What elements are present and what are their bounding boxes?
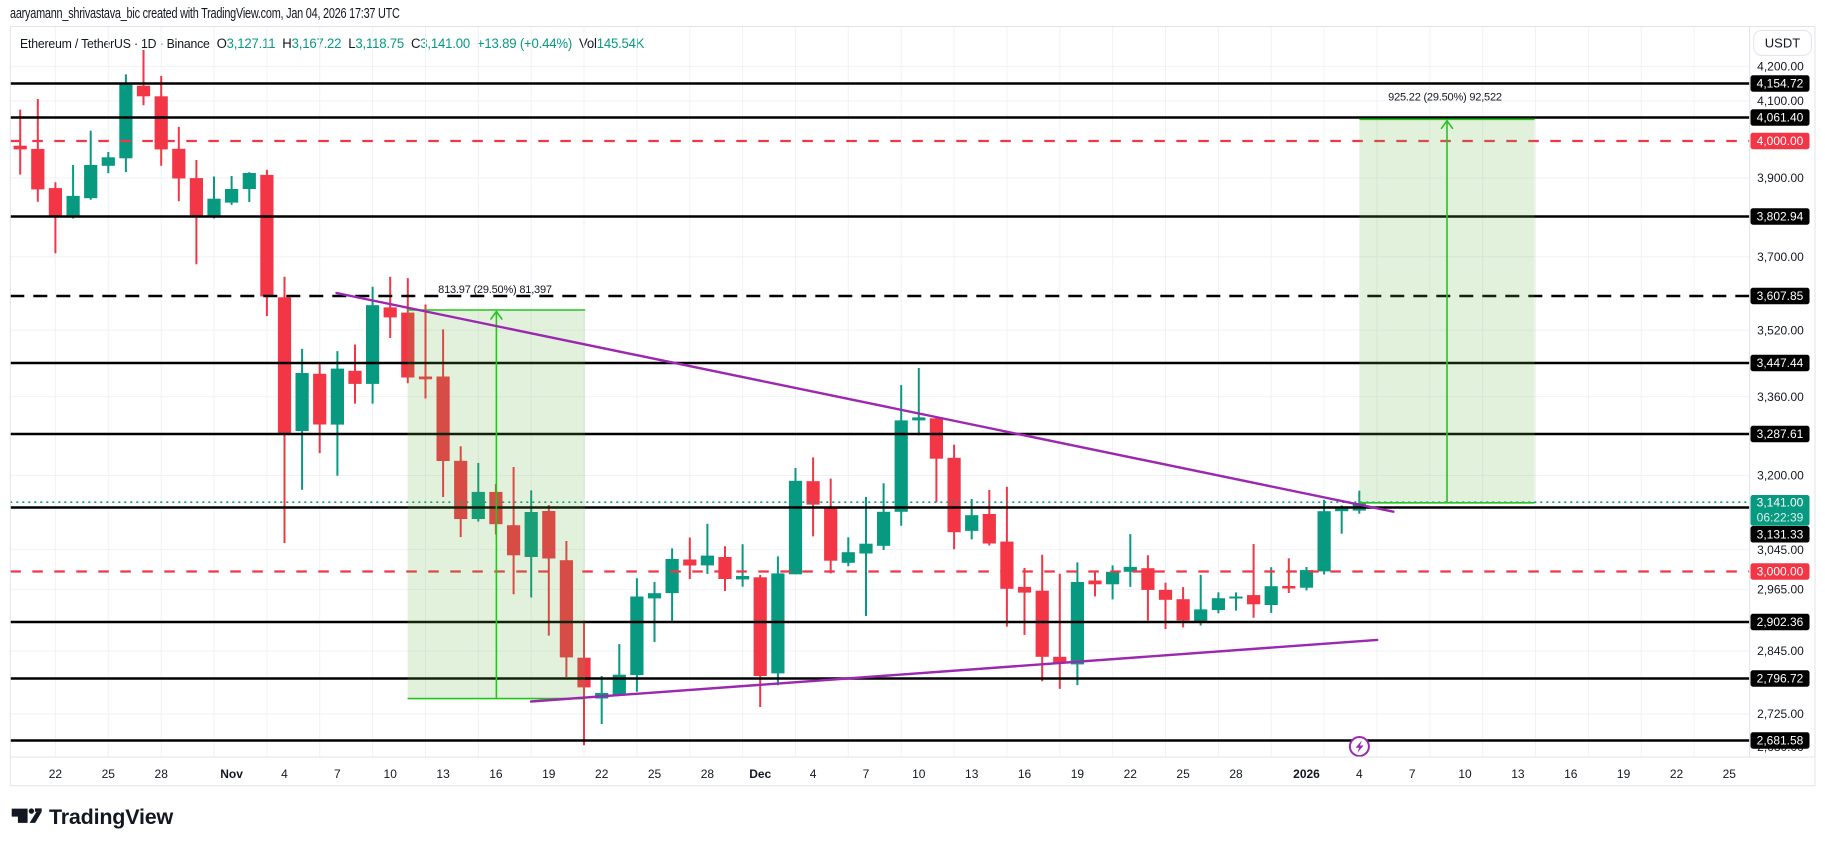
svg-text:7: 7 (334, 767, 341, 781)
svg-text:25: 25 (648, 767, 662, 781)
svg-text:TradingView: TradingView (49, 805, 174, 829)
svg-text:7: 7 (1409, 767, 1416, 781)
svg-text:3,200.00: 3,200.00 (1757, 469, 1804, 483)
svg-text:2026: 2026 (1293, 767, 1320, 781)
svg-text:28: 28 (155, 767, 169, 781)
svg-text:16: 16 (1564, 767, 1578, 781)
svg-text:7: 7 (863, 767, 870, 781)
svg-text:16: 16 (1018, 767, 1032, 781)
svg-text:813.97 (29.50%) 81,397: 813.97 (29.50%) 81,397 (438, 284, 552, 296)
svg-text:28: 28 (1229, 767, 1243, 781)
svg-text:4: 4 (281, 767, 288, 781)
svg-text:28: 28 (701, 767, 715, 781)
svg-text:2,902.36: 2,902.36 (1757, 615, 1804, 629)
svg-text:22: 22 (595, 767, 609, 781)
svg-text:19: 19 (1071, 767, 1085, 781)
svg-text:25: 25 (102, 767, 116, 781)
svg-text:19: 19 (1617, 767, 1631, 781)
svg-text:3,700.00: 3,700.00 (1757, 250, 1804, 264)
svg-text:4,100.00: 4,100.00 (1757, 94, 1804, 108)
svg-text:3,045.00: 3,045.00 (1757, 543, 1804, 557)
svg-text:22: 22 (1670, 767, 1684, 781)
svg-text:06:22:39: 06:22:39 (1757, 511, 1804, 525)
svg-text:4: 4 (1356, 767, 1363, 781)
svg-text:2,725.00: 2,725.00 (1757, 707, 1804, 721)
svg-text:2,845.00: 2,845.00 (1757, 644, 1804, 658)
svg-text:16: 16 (489, 767, 503, 781)
svg-text:22: 22 (1124, 767, 1138, 781)
svg-text:3,360.00: 3,360.00 (1757, 390, 1804, 404)
svg-text:10: 10 (384, 767, 398, 781)
svg-text:19: 19 (542, 767, 556, 781)
svg-text:4,200.00: 4,200.00 (1757, 60, 1804, 74)
svg-text:2,965.00: 2,965.00 (1757, 583, 1804, 597)
svg-text:3,141.00: 3,141.00 (1757, 495, 1804, 509)
svg-text:3,900.00: 3,900.00 (1757, 171, 1804, 185)
svg-text:3,447.44: 3,447.44 (1757, 356, 1804, 370)
svg-text:4,154.72: 4,154.72 (1757, 77, 1804, 91)
svg-text:2,681.58: 2,681.58 (1757, 734, 1804, 748)
svg-text:3,802.94: 3,802.94 (1757, 210, 1804, 224)
svg-text:22: 22 (49, 767, 63, 781)
svg-text:3,000.00: 3,000.00 (1757, 565, 1804, 579)
svg-text:3,131.33: 3,131.33 (1757, 528, 1804, 542)
svg-text:3,287.61: 3,287.61 (1757, 427, 1804, 441)
svg-text:13: 13 (436, 767, 450, 781)
svg-text:13: 13 (1511, 767, 1525, 781)
svg-text:4: 4 (810, 767, 817, 781)
svg-text:2,796.72: 2,796.72 (1757, 672, 1804, 686)
svg-text:25: 25 (1176, 767, 1190, 781)
svg-text:USDT: USDT (1765, 35, 1800, 50)
svg-text:10: 10 (1458, 767, 1472, 781)
svg-text:925.22 (29.50%) 92,522: 925.22 (29.50%) 92,522 (1388, 92, 1502, 104)
svg-text:4,000.00: 4,000.00 (1757, 134, 1804, 148)
svg-text:Nov: Nov (220, 767, 243, 781)
svg-text:3,607.85: 3,607.85 (1757, 289, 1804, 303)
svg-text:25: 25 (1723, 767, 1737, 781)
svg-text:13: 13 (965, 767, 979, 781)
svg-text:10: 10 (912, 767, 926, 781)
svg-text:4,061.40: 4,061.40 (1757, 111, 1804, 125)
svg-text:Dec: Dec (749, 767, 771, 781)
svg-text:3,520.00: 3,520.00 (1757, 323, 1804, 337)
